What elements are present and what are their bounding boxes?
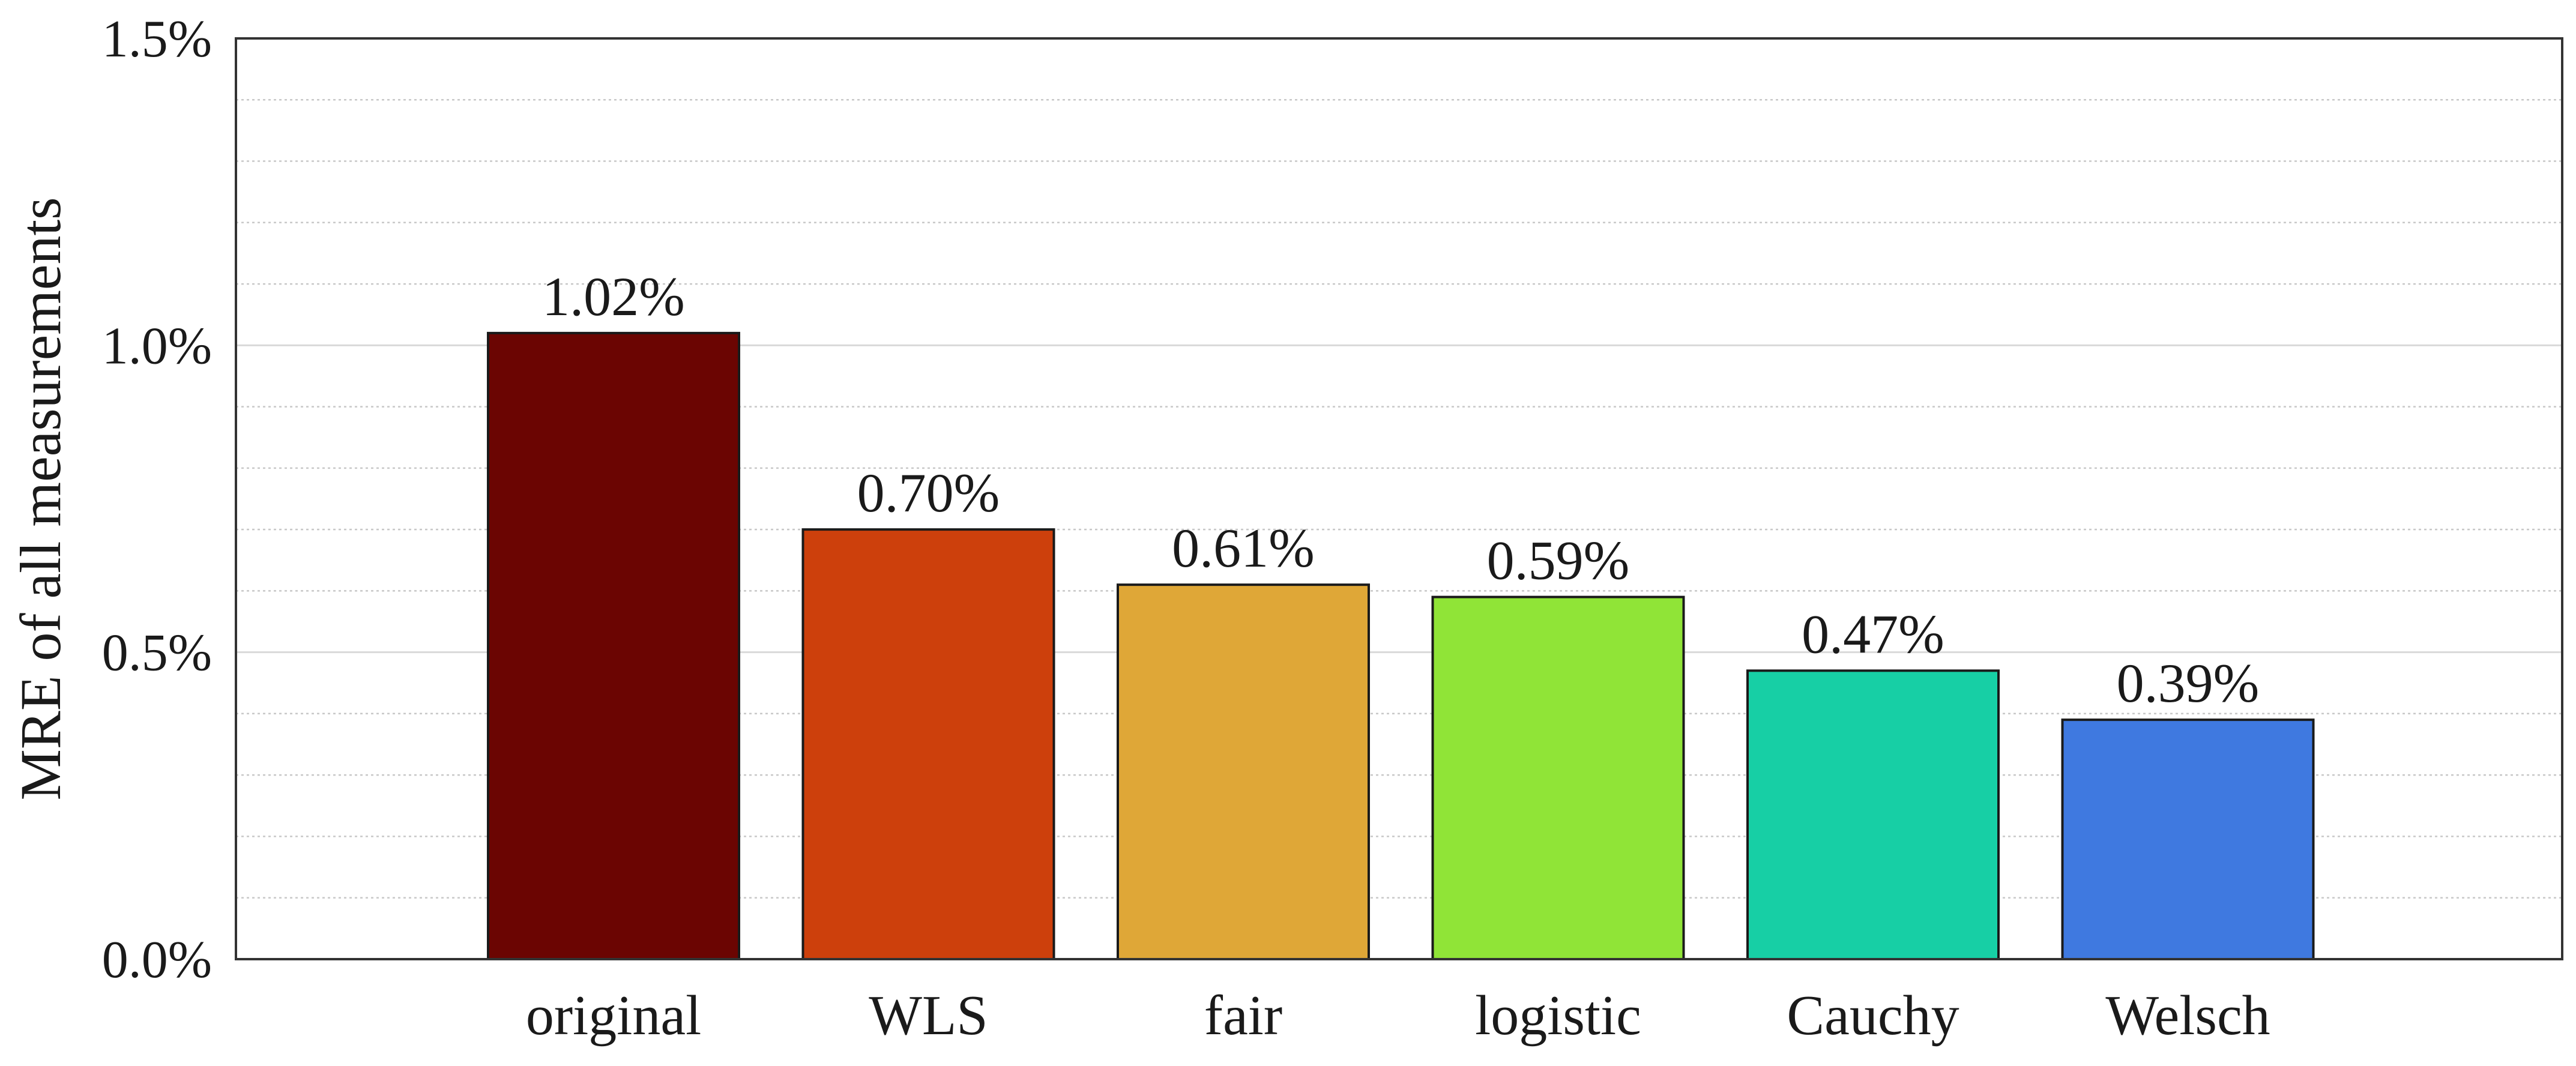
bar-cauchy — [1746, 669, 2000, 960]
bar-original — [487, 331, 740, 960]
data-label-cauchy: 0.47% — [1802, 603, 1944, 664]
x-tick-label-logistic: logistic — [1475, 984, 1641, 1047]
y-tick-labels: 0.0% 0.5% 1.0% 1.5% — [102, 10, 212, 989]
x-tick-label-original: original — [526, 984, 701, 1047]
bars — [487, 331, 2315, 961]
x-tick-labels: original WLS fair logistic Cauchy Welsch — [526, 984, 2270, 1047]
x-tick-label-welsch: Welsch — [2105, 984, 2270, 1047]
bar-logistic — [1431, 595, 1685, 960]
bar-wls — [801, 528, 1055, 960]
y-tick-label: 1.5% — [102, 10, 212, 68]
data-label-wls: 0.70% — [857, 462, 1000, 523]
x-tick-label-wls: WLS — [869, 984, 988, 1047]
data-label-fair: 0.61% — [1172, 517, 1315, 579]
x-tick-label-cauchy: Cauchy — [1787, 984, 1959, 1047]
y-axis-title: MRE of all measurements — [8, 197, 73, 800]
bar-fair — [1117, 583, 1370, 960]
x-tick-label-fair: fair — [1204, 984, 1282, 1047]
data-label-welsch: 0.39% — [2117, 652, 2260, 714]
y-tick-label: 0.5% — [102, 624, 212, 682]
plot-frame — [235, 37, 2563, 960]
y-tick-label: 0.0% — [102, 931, 212, 989]
grid-lines — [236, 99, 2562, 899]
bar-welsch — [2061, 718, 2315, 961]
y-tick-label: 1.0% — [102, 317, 212, 375]
data-label-logistic: 0.59% — [1487, 530, 1630, 591]
data-labels: 1.02% 0.70% 0.61% 0.59% 0.47% 0.39% — [542, 266, 2259, 714]
data-label-original: 1.02% — [542, 266, 685, 327]
